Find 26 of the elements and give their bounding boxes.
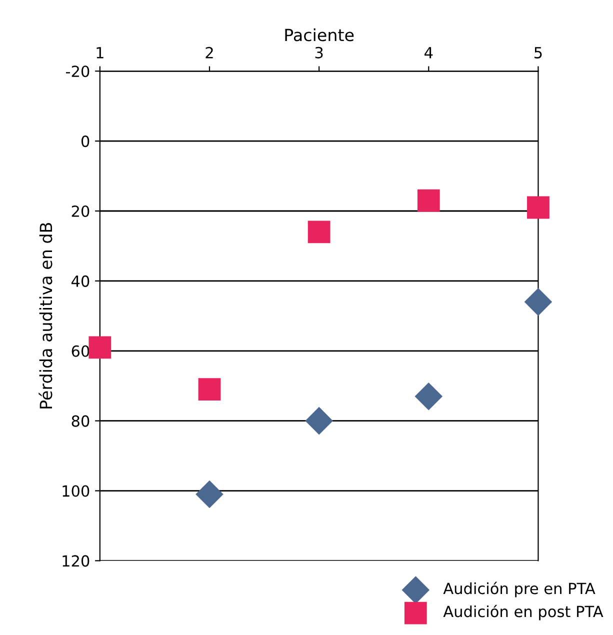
x-tick-label: 5 [534, 47, 542, 58]
point [417, 189, 440, 212]
x-tick-label: 2 [206, 46, 213, 58]
x-axis-title: Paciente [285, 28, 354, 42]
y-tick-label: 40 [72, 275, 90, 287]
y-tick-label: 0 [81, 136, 90, 148]
point [414, 382, 443, 410]
point [196, 480, 224, 508]
y-tick-label: 80 [72, 415, 90, 427]
y-tick-label: 120 [62, 555, 90, 567]
point [88, 336, 112, 359]
x-tick-label: 1 [96, 47, 104, 58]
point [308, 220, 330, 244]
y-tick-label: 100 [62, 485, 90, 497]
point [524, 288, 552, 316]
x-tick-label: 4 [424, 47, 433, 58]
point [198, 378, 221, 401]
x-tick-label: 3 [315, 46, 323, 58]
point [527, 196, 550, 219]
y-axis-title: Pérdida auditiva en dB [38, 222, 52, 408]
legend-label: Audición pre en PTA [443, 582, 596, 598]
y-tick-label: -20 [66, 66, 90, 78]
legend-label: Audición en post PTA [443, 604, 604, 620]
y-tick-label: 60 [72, 345, 90, 357]
y-tick-label: 20 [72, 205, 90, 218]
point [305, 406, 333, 435]
